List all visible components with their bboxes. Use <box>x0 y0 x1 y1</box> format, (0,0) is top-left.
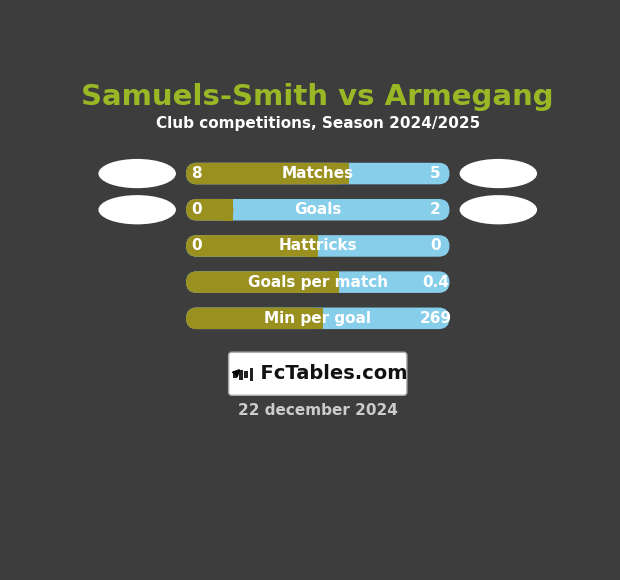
Text: 0: 0 <box>192 202 202 218</box>
Text: 2: 2 <box>430 202 441 218</box>
Text: 269: 269 <box>420 311 451 326</box>
Text: 0: 0 <box>192 238 202 253</box>
FancyBboxPatch shape <box>186 199 233 220</box>
Ellipse shape <box>459 159 537 188</box>
Bar <box>328 271 339 293</box>
Text: Goals: Goals <box>294 202 342 218</box>
Bar <box>239 369 242 379</box>
FancyBboxPatch shape <box>186 199 450 220</box>
Text: FcTables.com: FcTables.com <box>247 364 407 383</box>
FancyBboxPatch shape <box>186 307 323 329</box>
Bar <box>233 371 237 378</box>
Text: Min per goal: Min per goal <box>264 311 371 326</box>
Bar <box>249 368 254 380</box>
Ellipse shape <box>459 195 537 224</box>
Text: Samuels-Smith vs Armegang: Samuels-Smith vs Armegang <box>81 82 554 111</box>
FancyBboxPatch shape <box>186 307 450 329</box>
Text: Hattricks: Hattricks <box>278 238 357 253</box>
Bar <box>312 307 323 329</box>
FancyBboxPatch shape <box>186 235 317 257</box>
Text: 22 december 2024: 22 december 2024 <box>238 403 397 418</box>
Bar <box>339 163 350 184</box>
Text: 5: 5 <box>430 166 441 181</box>
FancyBboxPatch shape <box>186 163 450 184</box>
Text: 0.4: 0.4 <box>422 274 449 289</box>
FancyBboxPatch shape <box>229 352 407 396</box>
Text: Matches: Matches <box>281 166 354 181</box>
Bar <box>307 235 317 257</box>
Ellipse shape <box>99 159 176 188</box>
Bar <box>244 371 248 378</box>
FancyBboxPatch shape <box>186 271 339 293</box>
FancyBboxPatch shape <box>186 235 450 257</box>
Ellipse shape <box>99 195 176 224</box>
Text: 0: 0 <box>430 238 441 253</box>
Text: 8: 8 <box>192 166 202 181</box>
Text: Goals per match: Goals per match <box>247 274 388 289</box>
Bar <box>223 199 233 220</box>
FancyBboxPatch shape <box>186 271 450 293</box>
FancyBboxPatch shape <box>186 163 350 184</box>
Text: Club competitions, Season 2024/2025: Club competitions, Season 2024/2025 <box>156 116 480 131</box>
